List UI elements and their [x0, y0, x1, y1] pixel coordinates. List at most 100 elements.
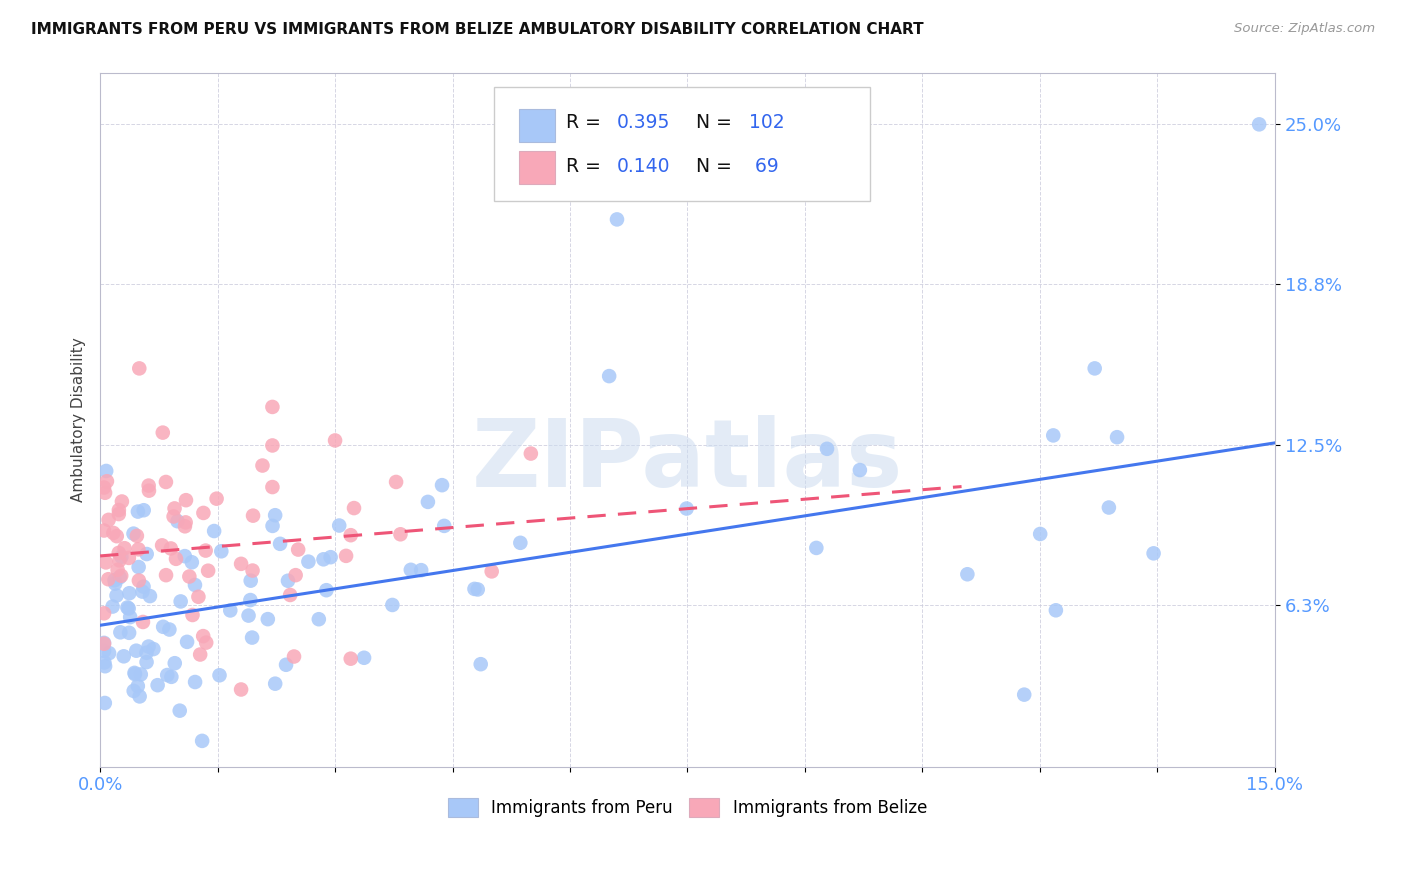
Text: 0.395: 0.395 [617, 113, 671, 132]
Legend: Immigrants from Peru, Immigrants from Belize: Immigrants from Peru, Immigrants from Be… [441, 791, 934, 824]
Text: 69: 69 [748, 157, 779, 176]
Point [675, 501, 697, 516]
Point [381, 598, 404, 612]
Point [242, 508, 264, 523]
Text: N =: N = [696, 157, 738, 176]
Point [122, 526, 145, 541]
Point [165, 551, 187, 566]
Point [1012, 688, 1035, 702]
Point [96, 475, 118, 489]
Point [94, 696, 117, 710]
Point [146, 678, 169, 692]
Point [202, 524, 225, 538]
Point [193, 506, 215, 520]
Point [433, 519, 456, 533]
Point [163, 501, 186, 516]
Point [262, 400, 284, 414]
Point [312, 552, 335, 566]
Y-axis label: Ambulatory Disability: Ambulatory Disability [72, 337, 86, 502]
Point [335, 549, 357, 563]
Point [339, 651, 361, 665]
Point [103, 574, 125, 588]
Point [107, 563, 129, 577]
Point [606, 212, 628, 227]
Point [262, 519, 284, 533]
Point [176, 635, 198, 649]
Point [323, 434, 346, 448]
Point [229, 682, 252, 697]
Text: IMMIGRANTS FROM PERU VS IMMIGRANTS FROM BELIZE AMBULATORY DISABILITY CORRELATION: IMMIGRANTS FROM PERU VS IMMIGRANTS FROM … [31, 22, 924, 37]
Point [94, 485, 117, 500]
Point [118, 601, 141, 615]
Point [278, 588, 301, 602]
Point [108, 503, 131, 517]
Point [127, 679, 149, 693]
Point [150, 538, 173, 552]
Point [411, 563, 433, 577]
Point [93, 481, 115, 495]
Point [467, 582, 489, 597]
Point [956, 567, 979, 582]
Point [135, 547, 157, 561]
Point [328, 518, 350, 533]
Point [308, 612, 330, 626]
Point [194, 543, 217, 558]
Point [138, 640, 160, 654]
Point [239, 574, 262, 588]
Point [169, 704, 191, 718]
Point [264, 676, 287, 690]
Point [1249, 117, 1271, 131]
Point [107, 507, 129, 521]
Point [110, 568, 132, 582]
Point [152, 425, 174, 440]
Point [463, 582, 485, 596]
Point [297, 555, 319, 569]
Point [197, 564, 219, 578]
Point [262, 480, 284, 494]
Point [849, 463, 872, 477]
Point [135, 655, 157, 669]
Point [138, 478, 160, 492]
Point [806, 541, 828, 555]
Point [104, 576, 127, 591]
Point [107, 546, 129, 560]
Point [598, 369, 620, 384]
Point [174, 493, 197, 508]
Point [238, 608, 260, 623]
Point [287, 542, 309, 557]
Point [155, 568, 177, 582]
Point [509, 536, 531, 550]
Point [256, 612, 278, 626]
Point [152, 620, 174, 634]
Point [93, 656, 115, 670]
Point [269, 537, 291, 551]
Point [1042, 428, 1064, 442]
Point [264, 508, 287, 523]
Point [103, 525, 125, 540]
Point [208, 668, 231, 682]
Point [205, 491, 228, 506]
Point [1029, 527, 1052, 541]
Point [315, 583, 337, 598]
Point [262, 438, 284, 452]
Point [118, 550, 141, 565]
Point [470, 657, 492, 672]
Point [179, 569, 201, 583]
Point [93, 637, 115, 651]
Point [209, 544, 232, 558]
Point [174, 516, 197, 530]
Point [339, 528, 361, 542]
Point [156, 668, 179, 682]
Text: R =: R = [567, 157, 607, 176]
Point [240, 631, 263, 645]
Point [98, 646, 121, 660]
Point [112, 649, 135, 664]
Point [93, 644, 115, 658]
Point [184, 578, 207, 592]
Point [105, 529, 128, 543]
Point [135, 646, 157, 660]
Point [181, 607, 204, 622]
Point [138, 483, 160, 498]
Point [105, 589, 128, 603]
Point [239, 593, 262, 607]
